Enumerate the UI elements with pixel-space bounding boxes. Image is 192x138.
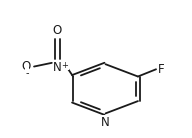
Text: F: F	[158, 63, 165, 76]
Text: O: O	[53, 24, 62, 37]
Text: -: -	[25, 68, 29, 78]
Text: N: N	[53, 61, 62, 74]
Text: +: +	[61, 61, 68, 70]
Text: N: N	[101, 116, 110, 129]
Text: O: O	[22, 60, 31, 73]
